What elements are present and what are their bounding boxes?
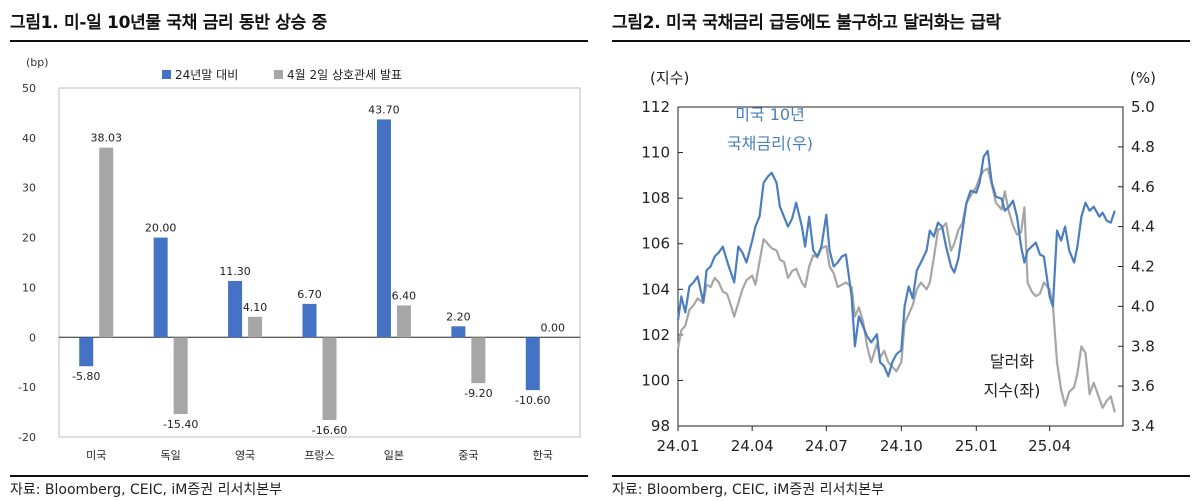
figure1-top-rule [10, 40, 588, 42]
figure1-bottom-rule [10, 475, 588, 477]
right-tick-label: 4.4 [1131, 218, 1155, 236]
x-tick-label: 24.04 [731, 437, 774, 455]
category-label-4: 일본 [384, 448, 404, 462]
figure2-source: 자료: Bloomberg, CEIC, iM증권 리서치본부 [612, 482, 884, 498]
bar-1-1 [173, 337, 188, 415]
bar-0-0 [79, 337, 94, 367]
x-tick-label: 24.10 [880, 437, 923, 455]
data-label-0-6: -10.60 [515, 394, 550, 407]
x-tick-label: 24.07 [805, 437, 848, 455]
figure2-top-rule [612, 40, 1190, 42]
data-label-1-5: -9.20 [464, 387, 492, 400]
bar-1-5 [471, 337, 486, 384]
right-tick-label: 4.6 [1131, 178, 1155, 196]
category-label-3: 프랑스 [304, 449, 334, 462]
series-line-0 [676, 149, 1116, 378]
data-label-1-1: -15.40 [163, 418, 198, 431]
legend-label-1: 4월 2일 상호관세 발표 [287, 68, 402, 82]
y-tick-label: 10 [22, 281, 36, 294]
legend-swatch-0 [162, 70, 171, 79]
category-label-6: 한국 [533, 449, 553, 462]
figure2-title: 그림2. 미국 국채금리 급등에도 불구하고 달러화는 급락 [612, 13, 1001, 33]
bar-1-4 [396, 305, 411, 338]
bar-0-2 [228, 280, 243, 338]
data-label-0-3: 6.70 [297, 288, 322, 301]
figure2-panel: 그림2. 미국 국채금리 급등에도 불구하고 달러화는 급락 (지수) (%) 11… [612, 0, 1192, 501]
bar-0-3 [302, 303, 317, 338]
right-tick-label: 3.8 [1131, 337, 1155, 355]
y-tick-label: -20 [18, 431, 36, 444]
left-tick-label: 102 [641, 326, 670, 344]
category-label-1: 독일 [161, 448, 181, 462]
left-tick-label: 112 [641, 98, 670, 116]
left-tick-label: 106 [641, 235, 670, 253]
bar-0-1 [153, 237, 168, 338]
plot-frame [677, 106, 1124, 427]
right-tick-label: 4.8 [1131, 138, 1155, 156]
left-tick-label: 104 [641, 280, 670, 298]
right-tick-label: 4.0 [1131, 297, 1155, 315]
right-tick-label: 3.4 [1131, 417, 1155, 435]
line-chart: (지수) (%) 112 110 108 106 104 102 100 98 5.0 4.8 4.6 4… [641, 69, 1156, 455]
y-tick-label: 20 [22, 232, 36, 245]
figure1-title: 그림1. 미-일 10년물 국채 금리 동반 상승 중 [10, 13, 327, 33]
y-axis-unit: (bp) [26, 56, 49, 69]
figure2-bottom-rule [612, 475, 1190, 477]
data-label-0-0: -5.80 [72, 370, 100, 383]
left-tick-label: 108 [641, 189, 670, 207]
right-tick-label: 5.0 [1131, 98, 1155, 116]
data-label-0-2: 11.30 [219, 265, 251, 278]
plot-frame [58, 87, 581, 438]
x-tick-label: 24.01 [657, 437, 700, 455]
y-tick-label: 30 [22, 182, 36, 195]
x-tick-label: 25.04 [1028, 437, 1071, 455]
data-label-1-0: 38.03 [90, 132, 122, 145]
bar-1-3 [322, 337, 337, 421]
series-label-0-line-0: 미국 10년 [735, 105, 805, 124]
data-label-0-5: 2.20 [446, 310, 471, 323]
right-tick-label: 3.6 [1131, 377, 1155, 395]
category-label-5: 중국 [458, 449, 478, 462]
left-tick-label: 100 [641, 371, 670, 389]
legend-swatch-1 [274, 70, 283, 79]
series-label-0-line-1: 국채금리(우) [727, 134, 813, 153]
bar-0-5 [451, 326, 466, 338]
legend-label-0: 24년말 대비 [175, 68, 238, 82]
series-label-1-line-1: 지수(좌) [984, 381, 1041, 400]
bar-1-2 [248, 316, 263, 338]
bar-0-4 [376, 119, 391, 338]
data-label-1-6: 0.00 [541, 321, 566, 334]
bar-chart: (bp) 50 40 30 20 10 0 -10 -20 24년말 대비 4월 2일 상호관세 발… [18, 56, 581, 462]
category-label-0: 미국 [86, 449, 106, 462]
y-tick-label: 40 [22, 132, 36, 145]
series-line-1 [676, 167, 1116, 413]
bar-0-6 [525, 337, 540, 391]
data-label-1-3: -16.60 [312, 424, 347, 437]
right-axis-label: (%) [1130, 69, 1156, 87]
series-label-1-line-0: 달러화 [990, 352, 1034, 371]
y-tick-label: 0 [29, 331, 36, 344]
data-label-0-4: 43.70 [368, 103, 400, 116]
left-tick-label: 110 [641, 144, 670, 162]
right-tick-label: 4.2 [1131, 258, 1155, 276]
y-tick-label: -10 [18, 381, 36, 394]
bar-1-0 [99, 147, 114, 338]
x-tick-label: 25.01 [955, 437, 998, 455]
data-label-0-1: 20.00 [145, 222, 177, 235]
category-label-2: 영국 [235, 449, 255, 462]
y-tick-label: 50 [22, 82, 36, 95]
data-label-1-2: 4.10 [243, 301, 268, 314]
figure1-source: 자료: Bloomberg, CEIC, iM증권 리서치본부 [10, 482, 282, 498]
figure1-panel: 그림1. 미-일 10년물 국채 금리 동반 상승 중 (bp) 50 40 30 20… [10, 0, 590, 501]
data-label-1-4: 6.40 [392, 289, 417, 302]
left-tick-label: 98 [651, 417, 670, 435]
left-axis-label: (지수) [650, 69, 689, 87]
